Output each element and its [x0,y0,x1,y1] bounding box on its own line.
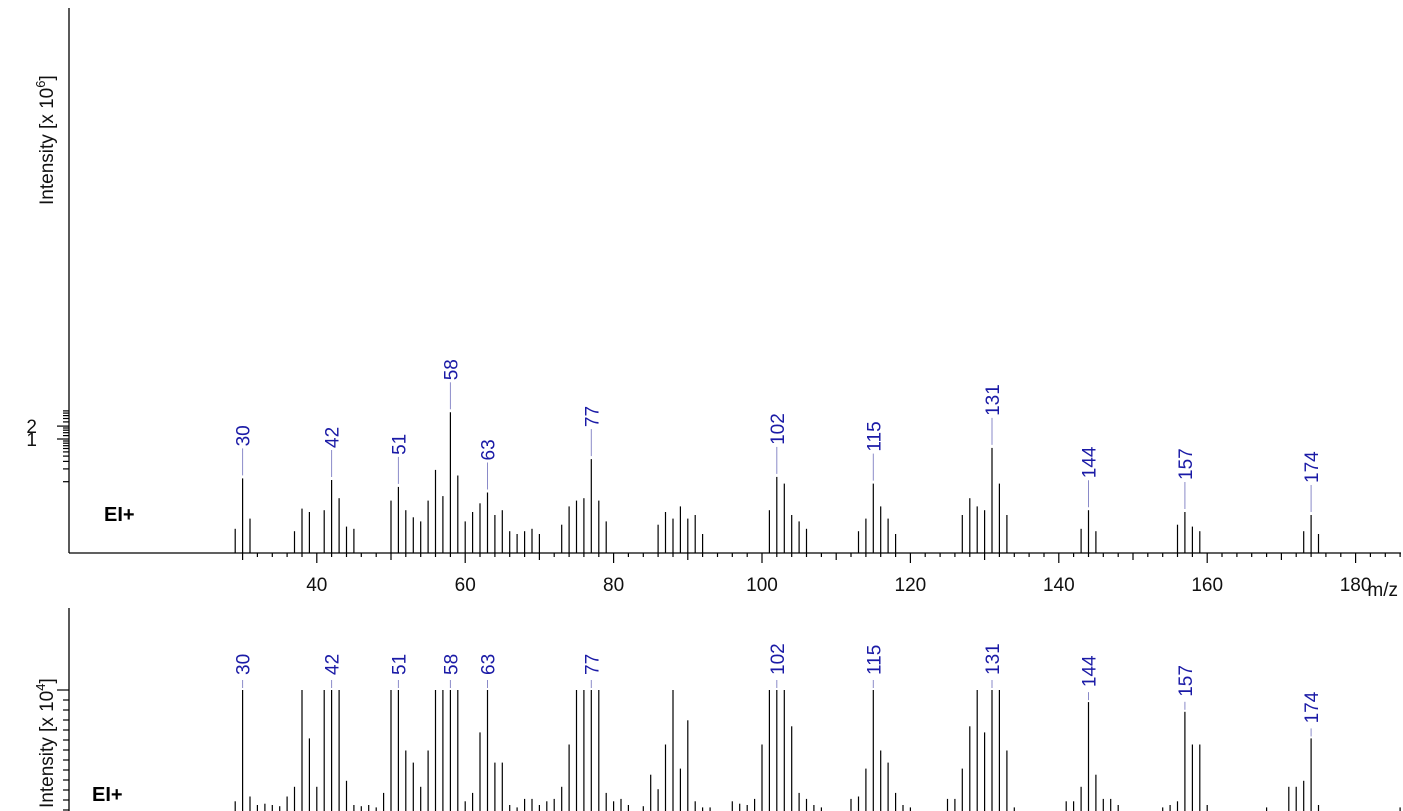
peak-mz-label: 102 [768,643,789,675]
peak-mz-label: 115 [864,645,885,675]
peak-mz-label: 30 [234,654,255,675]
top-peak-labels: 304251586377102115131144157174188 [234,359,1323,512]
peak-mz-label: 63 [479,654,500,675]
x-tick-label: 40 [306,575,327,596]
x-tick-label: 100 [746,575,778,596]
peak-mz-label: 42 [323,427,344,448]
top-peaks [234,412,1320,553]
spectrum-panel-top: 12 40 60 80 100 120 140 160 180 30 42 51 58 63 77 102… [26,8,1401,601]
peak-mz-label: 77 [582,654,603,675]
peak-mz-label: 58 [441,654,462,675]
peak-mz-label: 157 [1176,665,1197,697]
peak-mz-label: 144 [1080,446,1101,478]
x-axis-title: m/z [1367,580,1398,601]
top-ionization-mode-label: EI+ [104,504,135,526]
peak-mz-label: 58 [441,359,462,380]
peak-mz-label: 51 [389,434,410,455]
peak-mz-label: 30 [234,425,255,446]
top-y-tick-label: 2 [26,417,37,438]
peak-mz-label: 51 [389,654,410,675]
x-tick-label: 140 [1043,575,1075,596]
peak-mz-label: 42 [323,654,344,675]
top-y-axis-title: Intensity [x 106] [33,75,58,205]
top-y-axis-title-end: ] [37,75,58,80]
bottom-y-axis-title-main: Intensity [x 10 [37,691,58,808]
peak-mz-label: 131 [983,384,1004,416]
bottom-peaks [234,690,1401,811]
peak-mz-label: 174 [1302,691,1323,723]
peak-mz-label: 63 [479,439,500,460]
bottom-ionization-mode-label: EI+ [92,784,123,806]
peak-mz-label: 102 [768,413,789,445]
peak-mz-label: 174 [1302,451,1323,483]
peak-mz-label: 144 [1080,655,1101,687]
bottom-y-axis-title-end: ] [37,678,58,683]
top-y-axis-title-main: Intensity [x 10 [37,88,58,205]
bottom-peak-labels: 304251586377102115131144157174188 [234,643,1323,737]
x-tick-label: 160 [1191,575,1223,596]
x-tick-label: 120 [895,575,927,596]
peak-mz-label: 115 [864,421,885,451]
peak-mz-label: 131 [983,643,1004,675]
top-y-tick-label: 1 [26,430,37,451]
peak-mz-label: 77 [582,406,603,427]
peak-mz-label: 157 [1176,448,1197,480]
x-tick-label: 80 [603,575,624,596]
top-x-ticks: 40 60 80 100 120 140 160 180 [242,553,1401,596]
bottom-y-ticks [57,689,69,811]
spectrum-panel-bottom: 304251586377102115131144157174188 Intens… [33,608,1401,811]
top-y-ticks: 12 [26,410,69,483]
top-y-axis-exponent: 6 [33,81,48,88]
x-tick-label: 60 [455,575,476,596]
x-tick-label: 180 [1340,575,1372,596]
bottom-y-axis-exponent: 4 [33,684,48,691]
bottom-y-axis-title: Intensity [x 104] [33,678,58,808]
